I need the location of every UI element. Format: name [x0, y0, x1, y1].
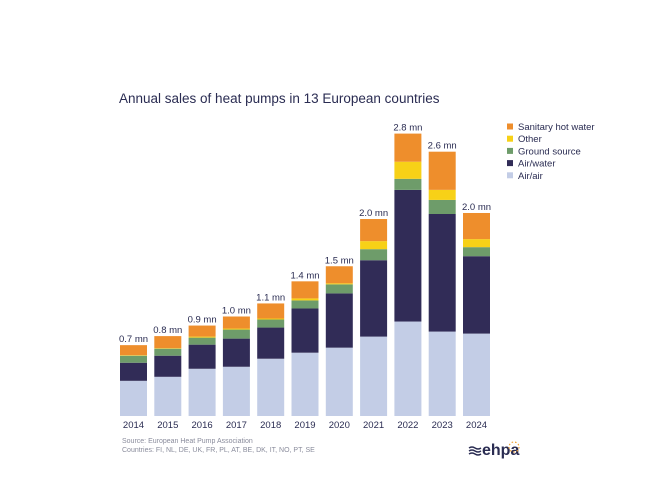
legend-swatch-air-air [507, 172, 513, 179]
x-tick-2022: 2022 [397, 420, 418, 431]
x-axis-ticks: 2014 2015 2016 2017 2018 2019 2020 2021 2022 2023… [123, 420, 487, 431]
bar-2019-sanitary-hot-water [291, 281, 319, 299]
bar-2024-sanitary-hot-water [463, 212, 490, 240]
bar-2014-other [120, 355, 147, 356]
data-label-2023: 2.6 mn [428, 141, 457, 152]
bar-2024-air-water [463, 256, 490, 334]
bar-2021-air-air [360, 336, 388, 416]
bar-2019-ground-source [291, 300, 319, 309]
bar-2018-sanitary-hot-water [257, 303, 285, 319]
x-tick-2020: 2020 [329, 420, 350, 431]
data-label-2019: 1.4 mn [290, 270, 319, 281]
bar-2017-other [222, 328, 250, 330]
chart-title: Annual sales of heat pumps in 13 Europea… [119, 91, 440, 106]
bar-2016-other [188, 336, 216, 338]
bar-2022-ground-source [394, 178, 422, 190]
x-tick-2015: 2015 [157, 420, 178, 431]
bar-2015-air-air [154, 376, 182, 416]
bar-2023-air-air [428, 331, 456, 416]
bar-2016-air-air [188, 368, 216, 416]
logo-text: ehpa [482, 442, 519, 459]
x-tick-2014: 2014 [123, 420, 144, 431]
data-label-2021: 2.0 mn [359, 208, 388, 219]
bar-2023-ground-source [428, 199, 456, 214]
logo-ring-icon [508, 441, 520, 453]
bar-2024-ground-source [463, 247, 490, 257]
data-label-2024: 2.0 mn [462, 202, 491, 213]
bar-2024-other [463, 239, 490, 248]
bar-2020-air-air [325, 347, 353, 416]
bar-2019-air-water [291, 308, 319, 353]
ehpa-logo: ehpa [468, 441, 520, 459]
bar-2014-sanitary-hot-water [120, 345, 147, 356]
legend-swatch-ground-source [507, 147, 513, 154]
legend-label-other: Other [518, 134, 542, 145]
logo-waves-icon [468, 446, 482, 456]
source-note: Source: European Heat Pump Association [122, 438, 253, 445]
data-label-2018: 1.1 mn [256, 292, 285, 303]
bar-2021-sanitary-hot-water [360, 219, 388, 242]
bar-2023-other [428, 189, 456, 200]
x-tick-2016: 2016 [192, 420, 213, 431]
bar-2017-sanitary-hot-water [222, 316, 250, 329]
bar-2022-other [394, 161, 422, 179]
x-tick-2019: 2019 [294, 420, 315, 431]
bar-2023-sanitary-hot-water [428, 151, 456, 190]
bar-2014-air-water [120, 362, 147, 381]
bar-2021-other [360, 241, 388, 250]
bar-2019-air-air [291, 352, 319, 416]
data-label-2015: 0.8 mn [153, 325, 182, 336]
bar-2014-air-air [120, 380, 147, 416]
bar-2017-ground-source [222, 329, 250, 339]
bar-2017-air-air [222, 366, 250, 416]
data-label-2022: 2.8 mn [393, 123, 422, 134]
bar-2022-sanitary-hot-water [394, 133, 422, 162]
bar-2017-air-water [222, 338, 250, 367]
bar-2015-ground-source [154, 348, 182, 356]
bar-2024-air-air [463, 333, 490, 416]
bar-2021-air-water [360, 260, 388, 337]
data-labels: 0.7 mn 0.8 mn 0.9 mn 1.0 mn 1.1 mn 1.4 mn 1.5 … [119, 123, 491, 346]
x-tick-2023: 2023 [432, 420, 453, 431]
bar-2021-ground-source [360, 249, 388, 261]
bar-2023-air-water [428, 213, 456, 332]
bar-2016-ground-source [188, 337, 216, 345]
legend-swatch-other [507, 135, 513, 142]
bar-2018-air-water [257, 327, 285, 359]
x-tick-2024: 2024 [466, 420, 487, 431]
legend-label-air-air: Air/air [518, 171, 543, 182]
data-label-2020: 1.5 mn [325, 255, 354, 266]
legend-swatch-air-water [507, 160, 513, 167]
x-tick-2018: 2018 [260, 420, 281, 431]
bar-2015-sanitary-hot-water [154, 336, 182, 349]
bar-2020-air-water [325, 293, 353, 348]
bar-2014-ground-source [120, 355, 147, 363]
bar-2022-air-air [394, 321, 422, 416]
countries-note: Countries: FI, NL, DE, UK, FR, PL, AT, B… [122, 447, 315, 454]
bar-2020-ground-source [325, 284, 353, 294]
x-tick-2021: 2021 [363, 420, 384, 431]
data-label-2017: 1.0 mn [222, 306, 251, 317]
bar-2020-other [325, 283, 353, 285]
bar-2018-ground-source [257, 319, 285, 328]
bar-2015-other [154, 348, 182, 349]
x-tick-2017: 2017 [226, 420, 247, 431]
bar-2018-other [257, 318, 285, 320]
bar-2018-air-air [257, 358, 285, 416]
bar-2015-air-water [154, 355, 182, 377]
bar-2020-sanitary-hot-water [325, 266, 353, 284]
bar-2016-sanitary-hot-water [188, 325, 216, 337]
data-label-2014: 0.7 mn [119, 334, 148, 345]
legend-swatch-sanitary-hot-water [507, 123, 513, 130]
data-label-2016: 0.9 mn [188, 315, 217, 326]
legend-label-ground-source: Ground source [518, 146, 581, 157]
bar-2019-other [291, 298, 319, 301]
bar-2022-air-water [394, 189, 422, 322]
bar-2016-air-water [188, 344, 216, 369]
legend-label-air-water: Air/water [518, 159, 555, 170]
legend-label-sanitary-hot-water: Sanitary hot water [518, 122, 595, 133]
bars-group [120, 133, 490, 416]
